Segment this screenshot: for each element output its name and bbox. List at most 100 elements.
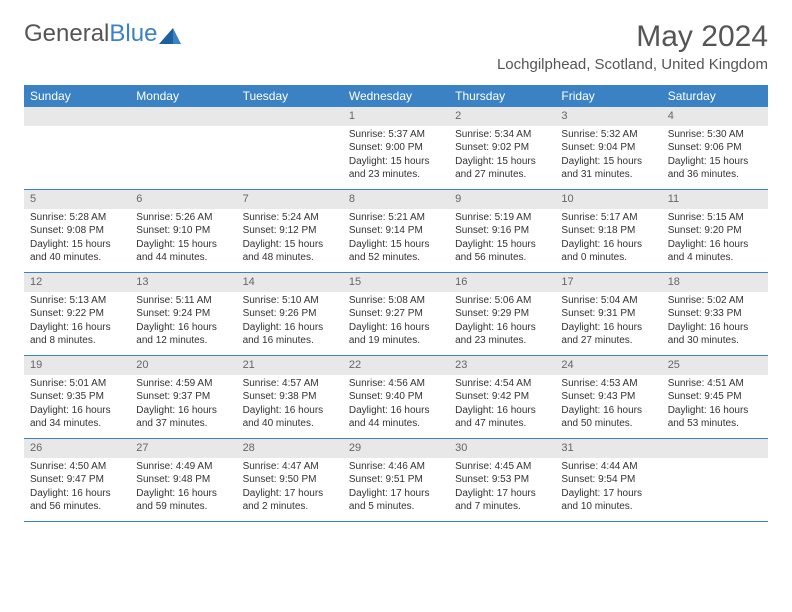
day-line: and 37 minutes.: [136, 417, 230, 431]
day-number: 23: [449, 356, 555, 375]
week-row: 5Sunrise: 5:28 AMSunset: 9:08 PMDaylight…: [24, 190, 768, 273]
day-line: and 31 minutes.: [561, 168, 655, 182]
day-cell: [130, 107, 236, 189]
day-number: 29: [343, 439, 449, 458]
day-line: Daylight: 16 hours: [561, 238, 655, 252]
day-line: Daylight: 16 hours: [30, 487, 124, 501]
day-line: Sunrise: 5:06 AM: [455, 294, 549, 308]
day-number-empty: [24, 107, 130, 126]
day-line: and 23 minutes.: [455, 334, 549, 348]
day-line: Daylight: 16 hours: [136, 487, 230, 501]
day-number: 2: [449, 107, 555, 126]
day-number: 31: [555, 439, 661, 458]
day-line: Daylight: 16 hours: [455, 404, 549, 418]
day-line: Daylight: 17 hours: [561, 487, 655, 501]
day-line: Sunset: 9:27 PM: [349, 307, 443, 321]
day-cell: 28Sunrise: 4:47 AMSunset: 9:50 PMDayligh…: [237, 439, 343, 521]
day-cell: 4Sunrise: 5:30 AMSunset: 9:06 PMDaylight…: [662, 107, 768, 189]
day-line: Daylight: 15 hours: [349, 155, 443, 169]
day-cell: [237, 107, 343, 189]
day-cell: 22Sunrise: 4:56 AMSunset: 9:40 PMDayligh…: [343, 356, 449, 438]
day-line: Daylight: 16 hours: [561, 404, 655, 418]
day-number: 14: [237, 273, 343, 292]
day-cell: 9Sunrise: 5:19 AMSunset: 9:16 PMDaylight…: [449, 190, 555, 272]
day-number: 16: [449, 273, 555, 292]
day-content: Sunrise: 4:45 AMSunset: 9:53 PMDaylight:…: [449, 458, 555, 518]
day-cell: 27Sunrise: 4:49 AMSunset: 9:48 PMDayligh…: [130, 439, 236, 521]
day-cell: 10Sunrise: 5:17 AMSunset: 9:18 PMDayligh…: [555, 190, 661, 272]
day-cell: 30Sunrise: 4:45 AMSunset: 9:53 PMDayligh…: [449, 439, 555, 521]
day-content: Sunrise: 4:44 AMSunset: 9:54 PMDaylight:…: [555, 458, 661, 518]
day-line: and 16 minutes.: [243, 334, 337, 348]
day-header-cell: Sunday: [24, 85, 130, 107]
weeks-container: 1Sunrise: 5:37 AMSunset: 9:00 PMDaylight…: [24, 107, 768, 522]
day-number: 4: [662, 107, 768, 126]
day-content: Sunrise: 5:37 AMSunset: 9:00 PMDaylight:…: [343, 126, 449, 186]
day-line: Daylight: 17 hours: [243, 487, 337, 501]
day-number: 25: [662, 356, 768, 375]
day-line: Daylight: 16 hours: [668, 321, 762, 335]
day-line: Sunset: 9:24 PM: [136, 307, 230, 321]
logo-triangle-icon: [159, 23, 181, 51]
location-text: Lochgilphead, Scotland, United Kingdom: [497, 56, 768, 73]
day-content: Sunrise: 5:10 AMSunset: 9:26 PMDaylight:…: [237, 292, 343, 352]
day-line: Sunset: 9:00 PM: [349, 141, 443, 155]
header: GeneralBlue May 2024 Lochgilphead, Scotl…: [0, 0, 792, 77]
day-line: Sunrise: 4:46 AM: [349, 460, 443, 474]
week-row: 26Sunrise: 4:50 AMSunset: 9:47 PMDayligh…: [24, 439, 768, 522]
day-line: Sunrise: 5:11 AM: [136, 294, 230, 308]
day-line: Daylight: 16 hours: [30, 404, 124, 418]
day-cell: 6Sunrise: 5:26 AMSunset: 9:10 PMDaylight…: [130, 190, 236, 272]
day-line: Daylight: 16 hours: [243, 404, 337, 418]
day-number: 13: [130, 273, 236, 292]
day-line: Sunset: 9:35 PM: [30, 390, 124, 404]
day-header-cell: Friday: [555, 85, 661, 107]
day-cell: 31Sunrise: 4:44 AMSunset: 9:54 PMDayligh…: [555, 439, 661, 521]
day-cell: 12Sunrise: 5:13 AMSunset: 9:22 PMDayligh…: [24, 273, 130, 355]
day-content: Sunrise: 5:24 AMSunset: 9:12 PMDaylight:…: [237, 209, 343, 269]
day-line: Sunrise: 5:19 AM: [455, 211, 549, 225]
day-line: and 52 minutes.: [349, 251, 443, 265]
day-line: Sunrise: 5:30 AM: [668, 128, 762, 142]
day-line: Sunset: 9:50 PM: [243, 473, 337, 487]
day-content: Sunrise: 5:26 AMSunset: 9:10 PMDaylight:…: [130, 209, 236, 269]
day-number: 26: [24, 439, 130, 458]
day-line: Sunset: 9:22 PM: [30, 307, 124, 321]
day-line: Sunrise: 5:15 AM: [668, 211, 762, 225]
day-line: Daylight: 16 hours: [136, 321, 230, 335]
day-content: Sunrise: 4:47 AMSunset: 9:50 PMDaylight:…: [237, 458, 343, 518]
logo-text-1: General: [24, 20, 109, 48]
day-line: Daylight: 16 hours: [136, 404, 230, 418]
day-line: Daylight: 15 hours: [349, 238, 443, 252]
day-cell: 20Sunrise: 4:59 AMSunset: 9:37 PMDayligh…: [130, 356, 236, 438]
day-cell: 11Sunrise: 5:15 AMSunset: 9:20 PMDayligh…: [662, 190, 768, 272]
day-cell: 19Sunrise: 5:01 AMSunset: 9:35 PMDayligh…: [24, 356, 130, 438]
day-line: and 5 minutes.: [349, 500, 443, 514]
day-line: Sunrise: 4:51 AM: [668, 377, 762, 391]
logo: GeneralBlue: [24, 20, 181, 48]
day-line: Sunrise: 4:49 AM: [136, 460, 230, 474]
day-line: Sunrise: 4:50 AM: [30, 460, 124, 474]
day-content: Sunrise: 5:11 AMSunset: 9:24 PMDaylight:…: [130, 292, 236, 352]
day-line: Sunset: 9:06 PM: [668, 141, 762, 155]
day-number: 24: [555, 356, 661, 375]
day-line: Daylight: 15 hours: [455, 155, 549, 169]
day-content: Sunrise: 5:04 AMSunset: 9:31 PMDaylight:…: [555, 292, 661, 352]
day-content: Sunrise: 4:46 AMSunset: 9:51 PMDaylight:…: [343, 458, 449, 518]
day-cell: 5Sunrise: 5:28 AMSunset: 9:08 PMDaylight…: [24, 190, 130, 272]
day-number: 11: [662, 190, 768, 209]
calendar: SundayMondayTuesdayWednesdayThursdayFrid…: [24, 85, 768, 522]
week-row: 12Sunrise: 5:13 AMSunset: 9:22 PMDayligh…: [24, 273, 768, 356]
day-line: Sunset: 9:12 PM: [243, 224, 337, 238]
day-content: Sunrise: 5:28 AMSunset: 9:08 PMDaylight:…: [24, 209, 130, 269]
day-line: Sunrise: 5:01 AM: [30, 377, 124, 391]
day-line: Sunset: 9:10 PM: [136, 224, 230, 238]
day-line: Sunrise: 4:44 AM: [561, 460, 655, 474]
day-number: 21: [237, 356, 343, 375]
day-line: Sunset: 9:53 PM: [455, 473, 549, 487]
day-content: Sunrise: 5:15 AMSunset: 9:20 PMDaylight:…: [662, 209, 768, 269]
day-line: Daylight: 16 hours: [349, 321, 443, 335]
day-content: Sunrise: 5:01 AMSunset: 9:35 PMDaylight:…: [24, 375, 130, 435]
day-number: 12: [24, 273, 130, 292]
day-content: Sunrise: 4:49 AMSunset: 9:48 PMDaylight:…: [130, 458, 236, 518]
